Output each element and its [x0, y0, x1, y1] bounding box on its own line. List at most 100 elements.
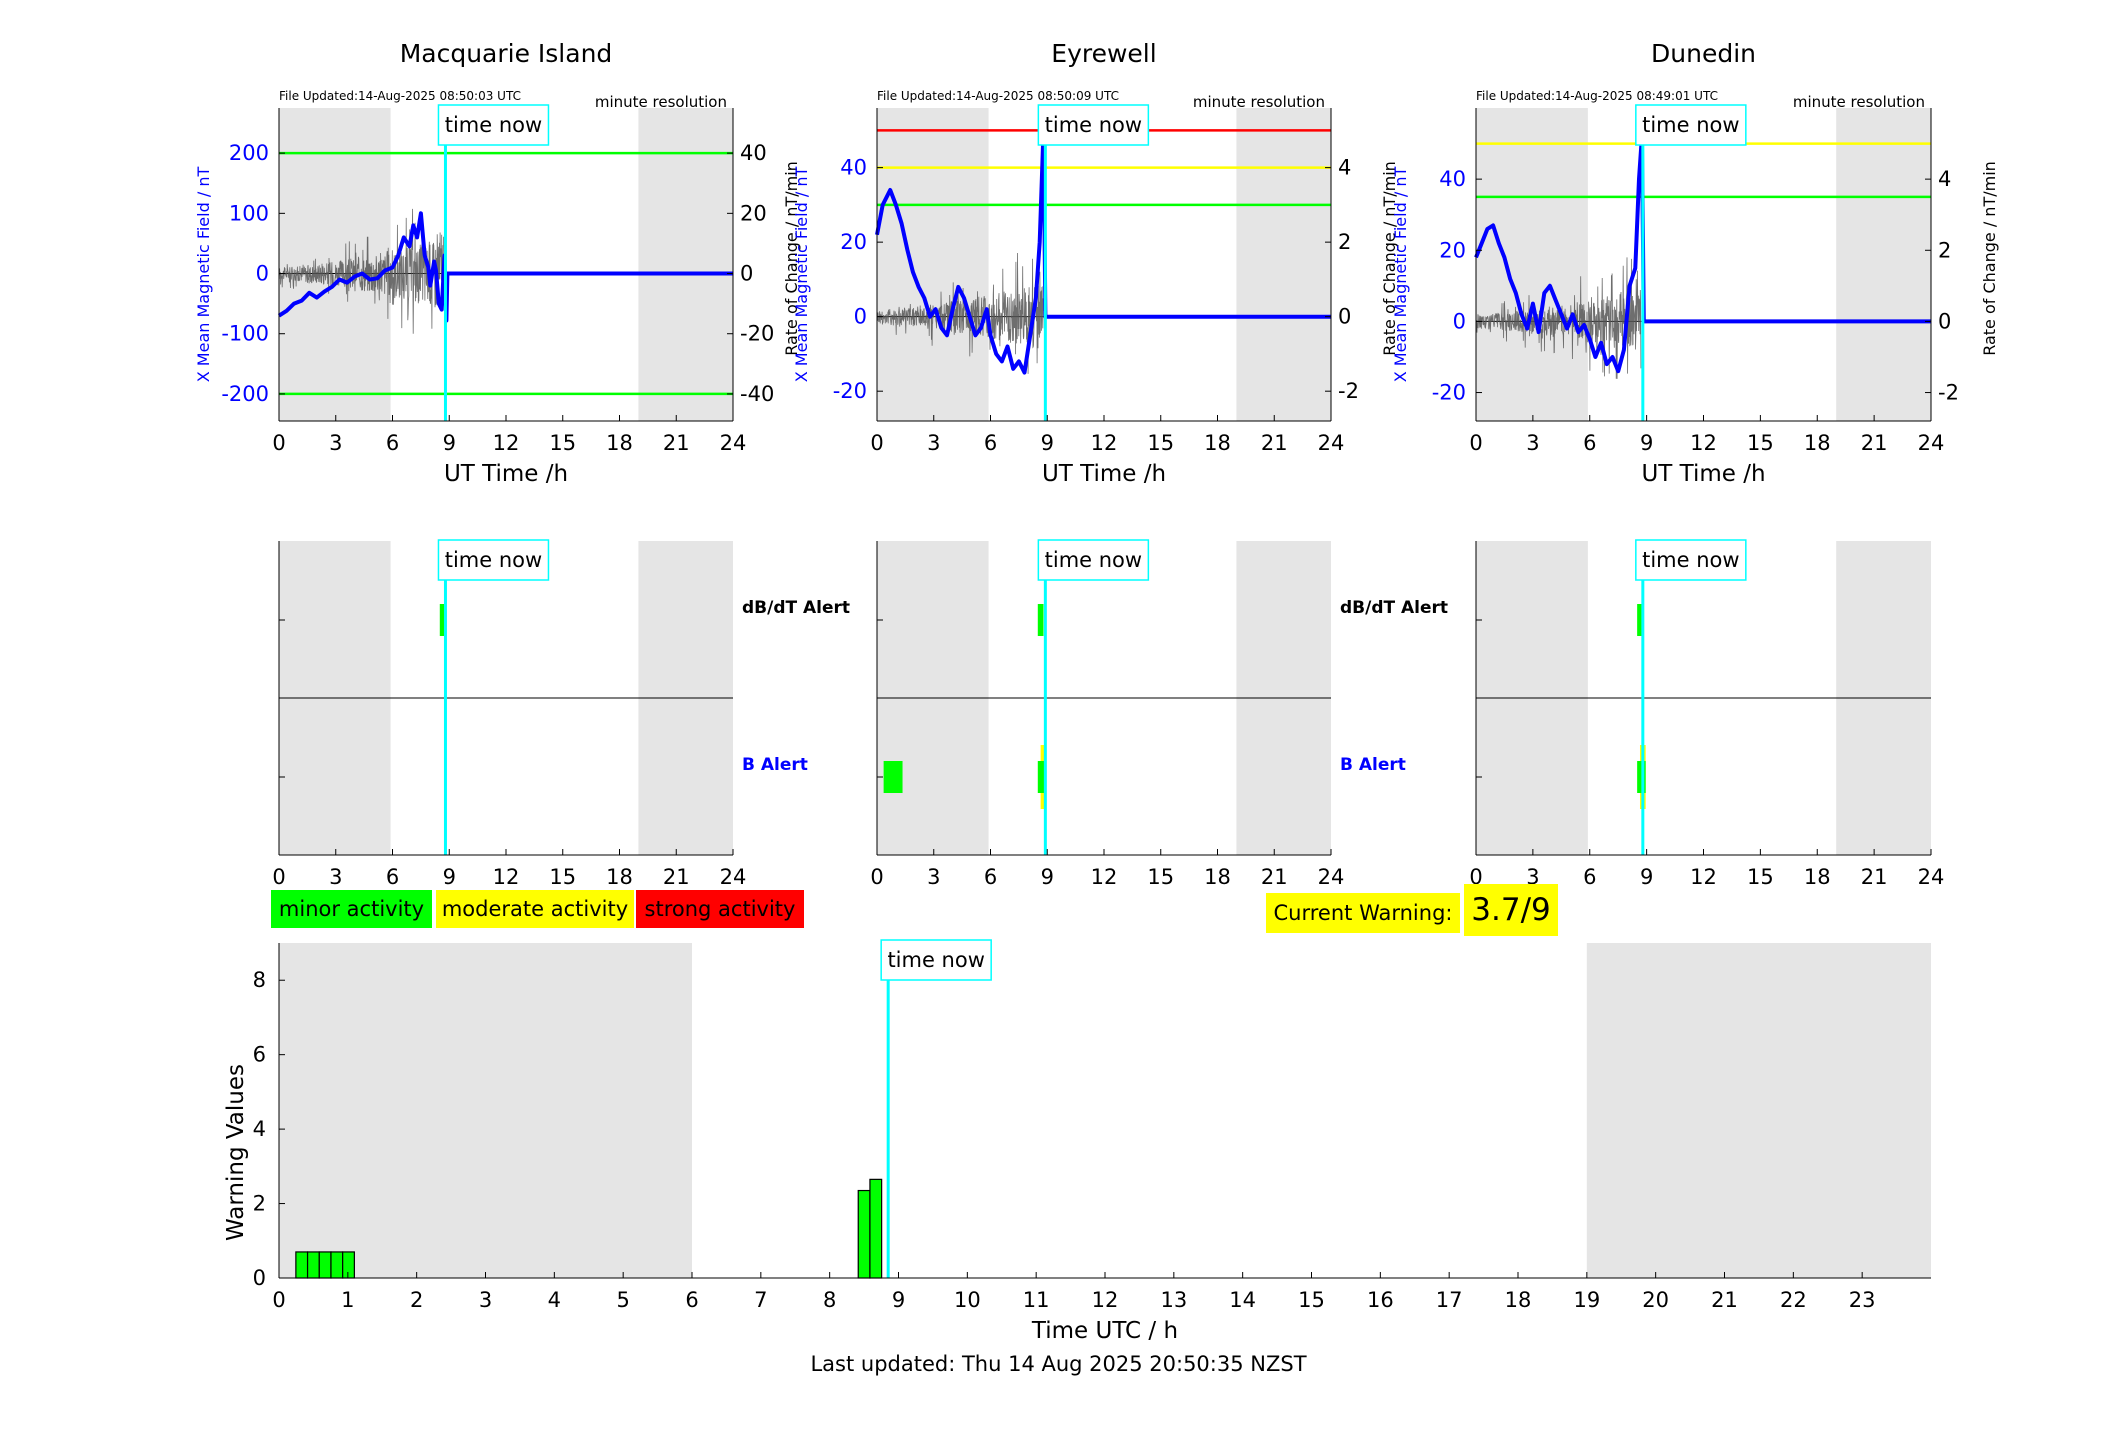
- y-right-tick-label: 2: [1938, 238, 1951, 262]
- resolution-text: minute resolution: [1193, 93, 1325, 111]
- resolution-text: minute resolution: [595, 93, 727, 111]
- night-shading-0: [279, 943, 692, 1278]
- y-right-axis-label: Rate of Change / nT/min: [782, 161, 801, 356]
- x-tick-label: 22: [1780, 1288, 1807, 1312]
- alert-panel-1: 0 3 6 9 12 15 18 21 24 dB/dT Alert B Alert time now: [870, 539, 1448, 889]
- file-updated-text: File Updated:14-Aug-2025 08:50:09 UTC: [877, 89, 1119, 103]
- x-tick-label: 6: [386, 865, 399, 889]
- y-left-tick-label: 20: [1439, 238, 1466, 262]
- time-now-label-box: [1635, 539, 1747, 581]
- night-shading-1: [1236, 108, 1331, 421]
- x-tick-label: 24: [1918, 431, 1945, 455]
- x-tick-label: 8: [823, 1288, 836, 1312]
- x-tick-label: 6: [984, 431, 997, 455]
- x-tick-label: 0: [272, 1288, 285, 1312]
- x-tick-label: 9: [892, 1288, 905, 1312]
- y-right-tick-label: -40: [740, 382, 774, 406]
- y-tick-label: 6: [253, 1043, 266, 1067]
- y-tick-label: 2: [253, 1192, 266, 1216]
- x-tick-label: 14: [1229, 1288, 1256, 1312]
- x-tick-label: 12: [493, 431, 520, 455]
- y-left-axis-label: X Mean Magnetic Field / nT: [194, 167, 213, 383]
- night-shading-0: [877, 108, 989, 421]
- y-tick-label: 4: [253, 1117, 266, 1141]
- x-tick-label: 15: [549, 431, 576, 455]
- x-tick-label: 21: [1861, 431, 1888, 455]
- warning-bar-3: [330, 1251, 344, 1279]
- y-left-tick-label: 200: [229, 141, 269, 165]
- dbdt-alert-mark: [439, 604, 446, 636]
- y-right-tick-label: 4: [1938, 167, 1951, 191]
- y-tick-label: 0: [253, 1266, 266, 1290]
- y-left-tick-label: 0: [1453, 309, 1466, 333]
- station-title: Macquarie Island: [400, 39, 613, 68]
- x-tick-label: 21: [663, 865, 690, 889]
- night-shading-1: [638, 108, 733, 421]
- y-left-tick-label: 40: [1439, 167, 1466, 191]
- y-left-tick-label: 0: [854, 305, 867, 329]
- y-left-axis-label: X Mean Magnetic Field / nT: [1391, 167, 1410, 383]
- warning-bar-6: [869, 1178, 883, 1279]
- file-updated-text: File Updated:14-Aug-2025 08:49:01 UTC: [1476, 89, 1718, 103]
- y-right-tick-label: -2: [1338, 379, 1359, 403]
- x-tick-label: 20: [1642, 1288, 1669, 1312]
- x-tick-label: 15: [1298, 1288, 1325, 1312]
- station-title: Eyrewell: [1051, 39, 1156, 68]
- x-tick-label: 6: [386, 431, 399, 455]
- x-tick-label: 3: [1526, 865, 1539, 889]
- y-left-tick-label: 40: [840, 156, 867, 180]
- y-left-tick-label: -100: [221, 322, 269, 346]
- x-tick-label: 17: [1436, 1288, 1463, 1312]
- x-tick-label: 12: [493, 865, 520, 889]
- x-tick-label: 18: [1804, 865, 1831, 889]
- x-tick-label: 12: [1690, 431, 1717, 455]
- mean-field-series: [277, 211, 733, 323]
- y-right-tick-label: 0: [1338, 305, 1351, 329]
- x-tick-label: 21: [1711, 1288, 1738, 1312]
- night-shading-0: [279, 108, 391, 421]
- warning-bar-5: [857, 1189, 871, 1279]
- warning-bar-4: [342, 1251, 355, 1279]
- x-tick-label: 24: [1318, 431, 1345, 455]
- x-tick-label: 9: [443, 431, 456, 455]
- y-left-tick-label: 20: [840, 230, 867, 254]
- y-left-tick-label: 100: [229, 201, 269, 225]
- x-tick-label: 0: [1469, 865, 1482, 889]
- time-now-label-box: [1037, 539, 1150, 581]
- warning-bar-2: [318, 1251, 332, 1279]
- x-tick-label: 7: [754, 1288, 767, 1312]
- y-right-axis-label: Rate of Change / nT/min: [1380, 161, 1399, 356]
- x-tick-label: 6: [685, 1288, 698, 1312]
- x-tick-label: 18: [606, 431, 633, 455]
- time-now-label-box: [437, 539, 550, 581]
- x-tick-label: 11: [1023, 1288, 1050, 1312]
- x-tick-label: 21: [1861, 865, 1888, 889]
- alert-panel-2: 0 3 6 9 12 15 18 21 24 time now: [1469, 539, 1944, 889]
- x-tick-label: 3: [329, 431, 342, 455]
- x-tick-label: 9: [1640, 431, 1653, 455]
- x-tick-label: 5: [616, 1288, 629, 1312]
- x-tick-label: 3: [927, 865, 940, 889]
- dbdt-alert-mark: [1637, 604, 1643, 636]
- x-tick-label: 21: [1261, 865, 1288, 889]
- x-tick-label: 13: [1160, 1288, 1187, 1312]
- x-tick-label: 4: [548, 1288, 561, 1312]
- legend-moderate-activity: moderate activity: [436, 890, 634, 928]
- x-tick-label: 12: [1690, 865, 1717, 889]
- y-tick-label: 8: [253, 968, 266, 992]
- time-now-label-box: [1037, 104, 1150, 146]
- x-tick-label: 3: [329, 865, 342, 889]
- b-alert-label: B Alert: [1340, 755, 1406, 775]
- x-tick-label: 0: [870, 865, 883, 889]
- warning-bar-0: [295, 1251, 309, 1279]
- x-tick-label: 0: [870, 431, 883, 455]
- x-tick-label: 6: [984, 865, 997, 889]
- x-tick-label: 15: [549, 865, 576, 889]
- dbdt-alert-label: dB/dT Alert: [742, 598, 850, 618]
- x-tick-label: 18: [1204, 865, 1231, 889]
- station-plots: Macquarie Island File Updated:14-Aug-2025…: [194, 39, 1999, 487]
- y-left-tick-label: -200: [221, 382, 269, 406]
- y-right-tick-label: 2: [1338, 230, 1351, 254]
- station-title: Dunedin: [1651, 39, 1756, 68]
